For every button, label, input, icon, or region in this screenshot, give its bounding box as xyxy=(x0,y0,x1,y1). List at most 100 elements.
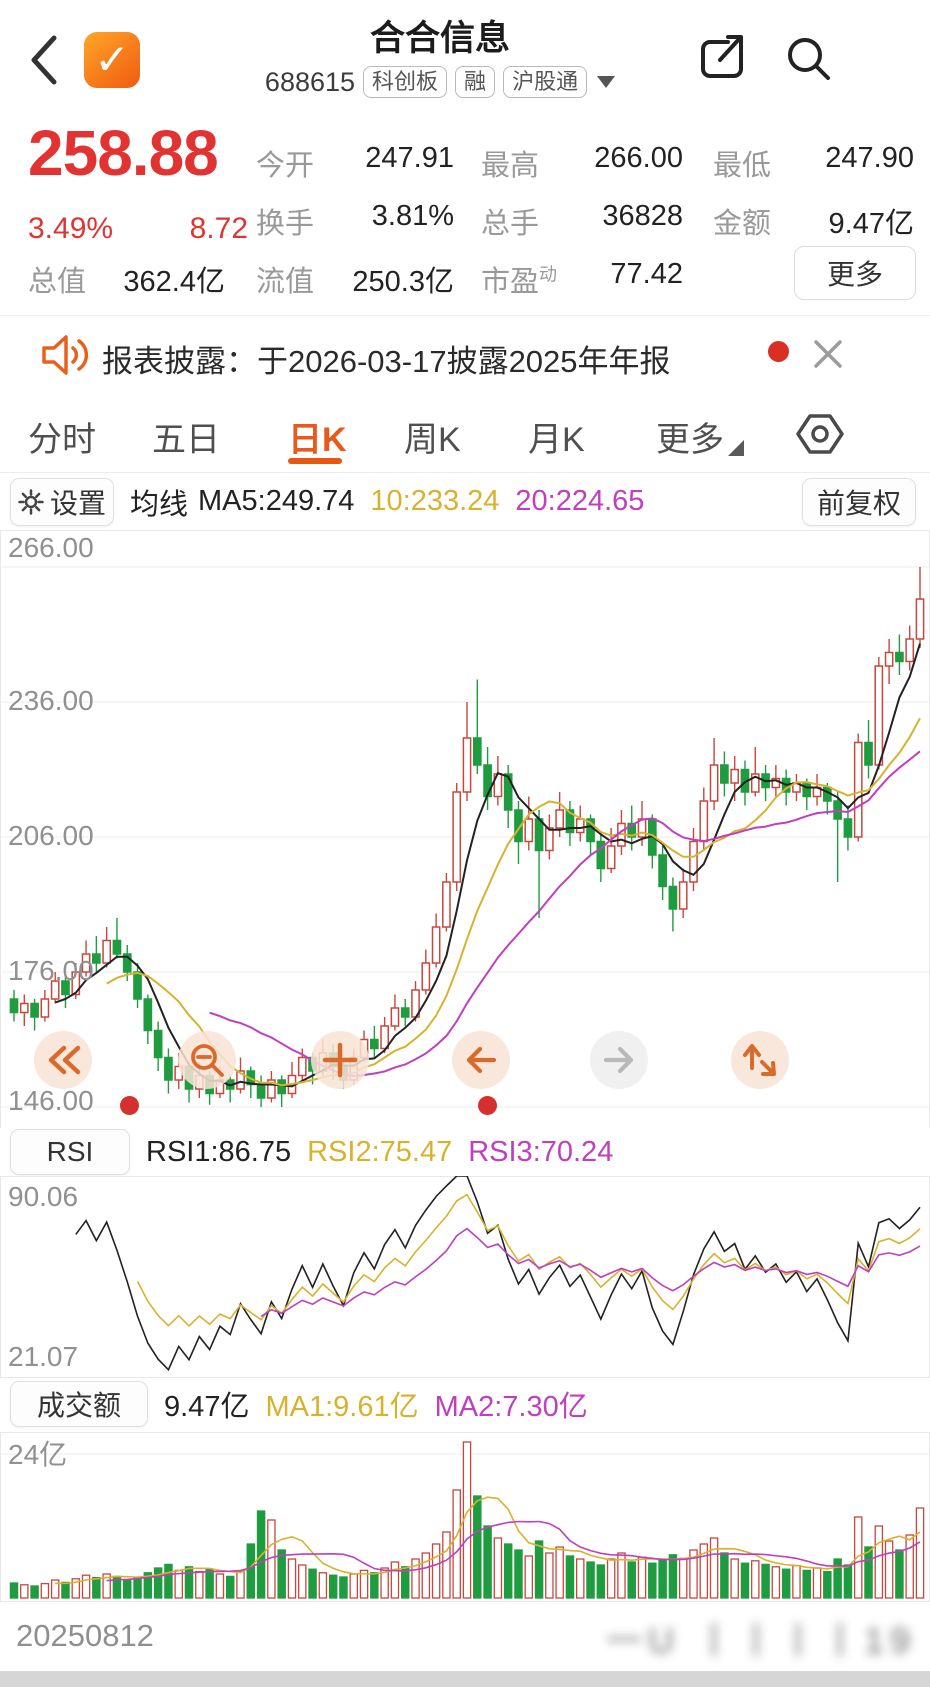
chevron-left-icon xyxy=(31,35,57,85)
kline-chart[interactable]: 266.00 236.00 206.00 176.00 146.00 xyxy=(0,530,930,1130)
plus-icon xyxy=(322,1042,358,1078)
pan-left-button[interactable] xyxy=(452,1031,510,1089)
stat-label-open: 今开 xyxy=(256,150,315,182)
adjust-mode-button[interactable]: 前复权 xyxy=(802,478,916,526)
volume-ma1-value: MA1:9.61亿 xyxy=(265,1391,419,1423)
volume-ma2-value: MA2:7.30亿 xyxy=(434,1391,588,1423)
double-chevron-left-icon xyxy=(48,1045,81,1075)
stat-label-amount: 金额 xyxy=(713,208,772,240)
y-axis-label-206: 206.00 xyxy=(8,820,94,851)
announcement-close-button[interactable] xyxy=(808,334,848,374)
volume-header: 成交额 9.47亿 MA1:9.61亿 MA2:7.30亿 xyxy=(0,1380,930,1428)
tab-more[interactable]: 更多 xyxy=(656,421,724,459)
magnifier-minus-icon xyxy=(191,1044,224,1077)
ma5-value: MA5:249.74 xyxy=(198,485,355,517)
stat-value-floatcap: 250.3亿 xyxy=(352,266,454,298)
hexagon-eye-icon xyxy=(796,414,844,454)
last-price: 258.88 xyxy=(28,117,219,189)
rsi-header: RSI RSI1:86.75 RSI2:75.47 RSI3:70.24 xyxy=(0,1128,930,1176)
title-block: 合合信息 688615 科创板 融 沪股通 xyxy=(200,18,680,98)
arrow-left-icon xyxy=(466,1046,497,1074)
stat-label-floatcap: 流值 xyxy=(256,266,315,298)
badge-hk-connect: 沪股通 xyxy=(503,66,588,98)
badge-star-market: 科创板 xyxy=(363,66,448,98)
rsi3-value: RSI3:70.24 xyxy=(468,1135,614,1168)
change-percent: 3.49% xyxy=(28,212,114,245)
rsi-chart[interactable]: 90.06 21.07 xyxy=(0,1176,930,1378)
volume-indicator-button[interactable]: 成交额 xyxy=(10,1381,148,1427)
zoom-in-button[interactable] xyxy=(311,1031,369,1089)
rsi-min-label: 21.07 xyxy=(8,1341,79,1372)
rsi2-value: RSI2:75.47 xyxy=(307,1135,453,1168)
pan-right-button[interactable] xyxy=(590,1031,648,1089)
back-button[interactable] xyxy=(22,30,66,90)
stat-value-turnover: 3.81% xyxy=(371,200,454,232)
rsi1-value: RSI1:86.75 xyxy=(146,1135,292,1168)
speaker-icon xyxy=(42,335,89,375)
zoom-out-button[interactable] xyxy=(178,1031,236,1089)
chart-start-date: 20250812 xyxy=(16,1618,154,1653)
tab-intraday[interactable]: 分时 xyxy=(28,421,96,459)
tab-daily-k[interactable]: 日K xyxy=(288,421,347,459)
y-axis-label-176: 176.00 xyxy=(8,955,94,986)
ma20-value: 20:224.65 xyxy=(515,485,645,517)
y-axis-label-236: 236.00 xyxy=(8,685,94,716)
event-marker-dot xyxy=(478,1096,497,1115)
chart-settings-button[interactable]: 设置 xyxy=(10,477,114,526)
stat-label-low: 最低 xyxy=(713,150,772,182)
announcement-unread-dot xyxy=(768,341,789,362)
announcement-bar[interactable]: 报表披露：于2026-03-17披露2025年年报 xyxy=(0,315,930,395)
tab-monthly-k[interactable]: 月K xyxy=(528,421,585,459)
y-axis-label-266: 266.00 xyxy=(8,532,94,563)
announcement-text: 报表披露：于2026-03-17披露2025年年报 xyxy=(102,344,671,379)
close-icon xyxy=(814,340,842,368)
badge-margin: 融 xyxy=(455,66,496,98)
tab-weekly-k[interactable]: 周K xyxy=(404,421,461,459)
volume-canvas xyxy=(0,1432,930,1602)
expand-arrows-icon xyxy=(743,1044,776,1076)
stat-label-turnover: 换手 xyxy=(256,208,315,240)
stat-label-mktcap: 总值 xyxy=(28,266,87,298)
rsi-max-label: 90.06 xyxy=(8,1181,79,1212)
ma10-value: 10:233.24 xyxy=(370,485,500,517)
stock-code: 688615 xyxy=(264,66,356,97)
arrow-right-icon xyxy=(603,1046,634,1074)
stat-value-pe: 77.42 xyxy=(610,258,683,290)
rsi-indicator-button[interactable]: RSI xyxy=(10,1129,130,1175)
fullscreen-button[interactable] xyxy=(731,1031,789,1089)
change-amount: 8.72 xyxy=(189,212,248,245)
page-title: 合合信息 xyxy=(369,19,510,58)
stat-value-high: 266.00 xyxy=(594,142,683,174)
tab-five-day[interactable]: 五日 xyxy=(152,421,220,459)
stat-label-high: 最高 xyxy=(481,150,540,182)
indicator-settings-button[interactable] xyxy=(792,406,848,462)
ma-title: 均线 xyxy=(130,488,189,521)
event-marker-dot xyxy=(120,1096,139,1115)
pe-dynamic-superscript: 动 xyxy=(539,264,558,285)
bottom-sheet-edge xyxy=(0,1671,930,1687)
gear-icon xyxy=(18,488,44,515)
tab-more-corner-icon xyxy=(728,440,744,456)
search-button[interactable] xyxy=(780,30,836,86)
fast-rewind-button[interactable] xyxy=(34,1031,92,1089)
stat-value-low: 247.90 xyxy=(825,142,914,174)
y-axis-label-146: 146.00 xyxy=(8,1085,94,1116)
search-icon xyxy=(788,38,830,80)
quote-more-button[interactable]: 更多 xyxy=(794,246,916,300)
share-button[interactable] xyxy=(694,30,750,86)
share-icon xyxy=(701,35,743,78)
period-tab-bar: 分时 五日 日K 周K 月K 更多 xyxy=(0,394,930,473)
volume-chart[interactable]: 24亿 xyxy=(0,1432,930,1602)
stat-value-amount: 9.47亿 xyxy=(828,208,914,240)
stat-value-open: 247.91 xyxy=(365,142,454,174)
blurred-watermark: 一U 丨丨丨丨19 xyxy=(605,1620,916,1661)
app-logo-icon[interactable]: ✓ xyxy=(84,32,140,88)
chevron-down-icon[interactable] xyxy=(597,76,616,88)
stat-value-mktcap: 362.4亿 xyxy=(123,266,225,298)
stat-label-volume: 总手 xyxy=(481,208,540,240)
stat-value-volume: 36828 xyxy=(602,200,683,232)
volume-value: 9.47亿 xyxy=(164,1391,250,1423)
header: ✓ 合合信息 688615 科创板 融 沪股通 xyxy=(0,0,930,118)
stat-label-pe: 市盈动 xyxy=(481,264,558,298)
